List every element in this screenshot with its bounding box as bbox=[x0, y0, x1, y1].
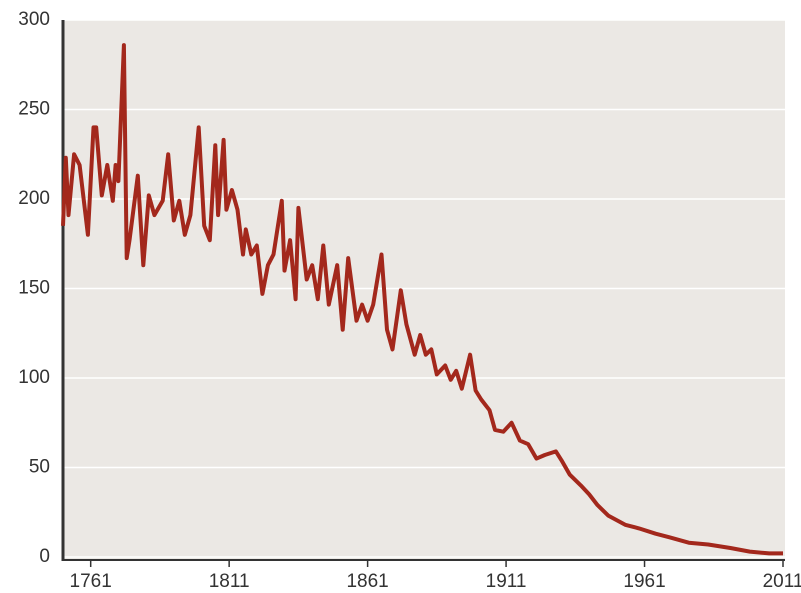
x-tick-label: 2011 bbox=[763, 571, 801, 592]
y-tick-label: 100 bbox=[18, 367, 50, 388]
x-tick-label: 1811 bbox=[209, 571, 250, 592]
x-tick-label: 1761 bbox=[70, 571, 112, 592]
y-tick-label: 250 bbox=[18, 99, 50, 120]
x-tick-label: 1911 bbox=[486, 571, 527, 592]
plot-area bbox=[63, 20, 785, 560]
y-tick-label: 200 bbox=[18, 188, 50, 209]
data-line bbox=[61, 43, 783, 556]
x-tick-label: 1861 bbox=[346, 571, 388, 592]
y-tick-label: 300 bbox=[18, 9, 50, 30]
y-tick-label: 0 bbox=[39, 546, 50, 567]
x-tick-label: 1961 bbox=[623, 571, 665, 592]
y-tick-label: 50 bbox=[29, 457, 50, 478]
y-tick-label: 150 bbox=[18, 278, 50, 299]
